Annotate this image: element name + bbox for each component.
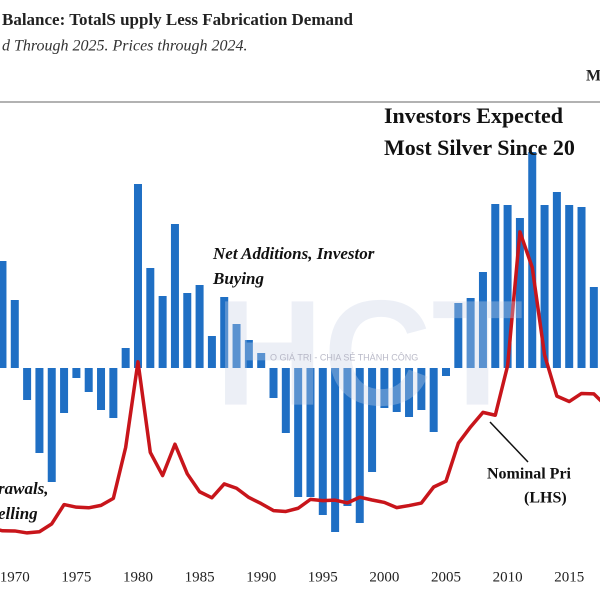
bar — [343, 368, 352, 506]
bar — [10, 300, 19, 368]
bar — [84, 368, 93, 392]
bar — [589, 287, 598, 368]
bar — [577, 207, 586, 368]
bar — [158, 296, 167, 368]
bar — [417, 368, 426, 410]
x-tick-label: 1995 — [308, 569, 338, 585]
bar — [269, 368, 278, 398]
x-tick-label: 1970 — [0, 569, 30, 585]
bar — [183, 293, 192, 368]
bar — [306, 368, 315, 497]
annotation-arrow — [489, 421, 529, 463]
bar — [294, 368, 303, 497]
bar — [318, 368, 327, 515]
bar — [23, 368, 32, 400]
bar — [331, 368, 340, 532]
bar — [392, 368, 401, 412]
bar — [170, 224, 179, 368]
bar — [429, 368, 438, 432]
bar — [0, 261, 7, 368]
annotation: rawals, — [0, 479, 49, 498]
bar — [232, 324, 241, 368]
bar — [195, 285, 204, 368]
bar — [552, 192, 561, 368]
x-tick-label: 2010 — [493, 569, 523, 585]
bar — [121, 348, 130, 368]
bar — [257, 353, 266, 368]
watermark: HCT — [215, 269, 523, 437]
bar — [133, 184, 142, 368]
bar — [478, 272, 487, 368]
annotation: Net Additions, Investor — [212, 244, 375, 263]
bar — [515, 218, 524, 368]
bar — [60, 368, 69, 413]
bar — [368, 368, 377, 472]
bar — [281, 368, 290, 433]
bar — [565, 205, 574, 368]
bar — [47, 368, 56, 482]
bar — [491, 204, 500, 368]
bar — [441, 368, 450, 376]
bar — [72, 368, 81, 378]
bar — [466, 298, 475, 368]
corner-label: M — [586, 68, 600, 85]
bar — [207, 336, 216, 368]
bar — [35, 368, 44, 453]
watermark-tagline: O GIÁ TRỊ - CHIA SẺ THÀNH CÔNG — [270, 351, 418, 362]
x-tick-label: 2005 — [431, 569, 461, 585]
annotation: (LHS) — [524, 490, 567, 507]
bar — [528, 152, 537, 368]
bar — [109, 368, 118, 418]
annotation: Investors Expected — [384, 103, 563, 128]
x-tick-label: 1990 — [246, 569, 276, 585]
bar — [454, 303, 463, 368]
annotation: elling — [0, 504, 38, 523]
x-tick-label: 2000 — [369, 569, 399, 585]
bar — [405, 368, 414, 417]
bar — [244, 340, 253, 368]
annotation: Most Silver Since 20 — [384, 135, 575, 160]
x-tick-label: 1980 — [123, 569, 153, 585]
bar — [146, 268, 155, 368]
x-tick-label: 2015 — [554, 569, 584, 585]
annotation: Buying — [212, 269, 265, 288]
bar — [540, 205, 549, 368]
chart-title: Balance: TotalS upply Less Fabrication D… — [2, 10, 353, 29]
chart-subtitle: d Through 2025. Prices through 2024. — [2, 38, 247, 55]
price-line — [0, 230, 600, 535]
bar — [355, 368, 364, 523]
bar — [380, 368, 389, 408]
annotation: Nominal Pri — [487, 466, 572, 483]
x-tick-label: 1975 — [61, 569, 91, 585]
x-tick-label: 1985 — [185, 569, 215, 585]
bar — [220, 297, 229, 368]
bar — [503, 205, 512, 368]
bar — [97, 368, 106, 410]
